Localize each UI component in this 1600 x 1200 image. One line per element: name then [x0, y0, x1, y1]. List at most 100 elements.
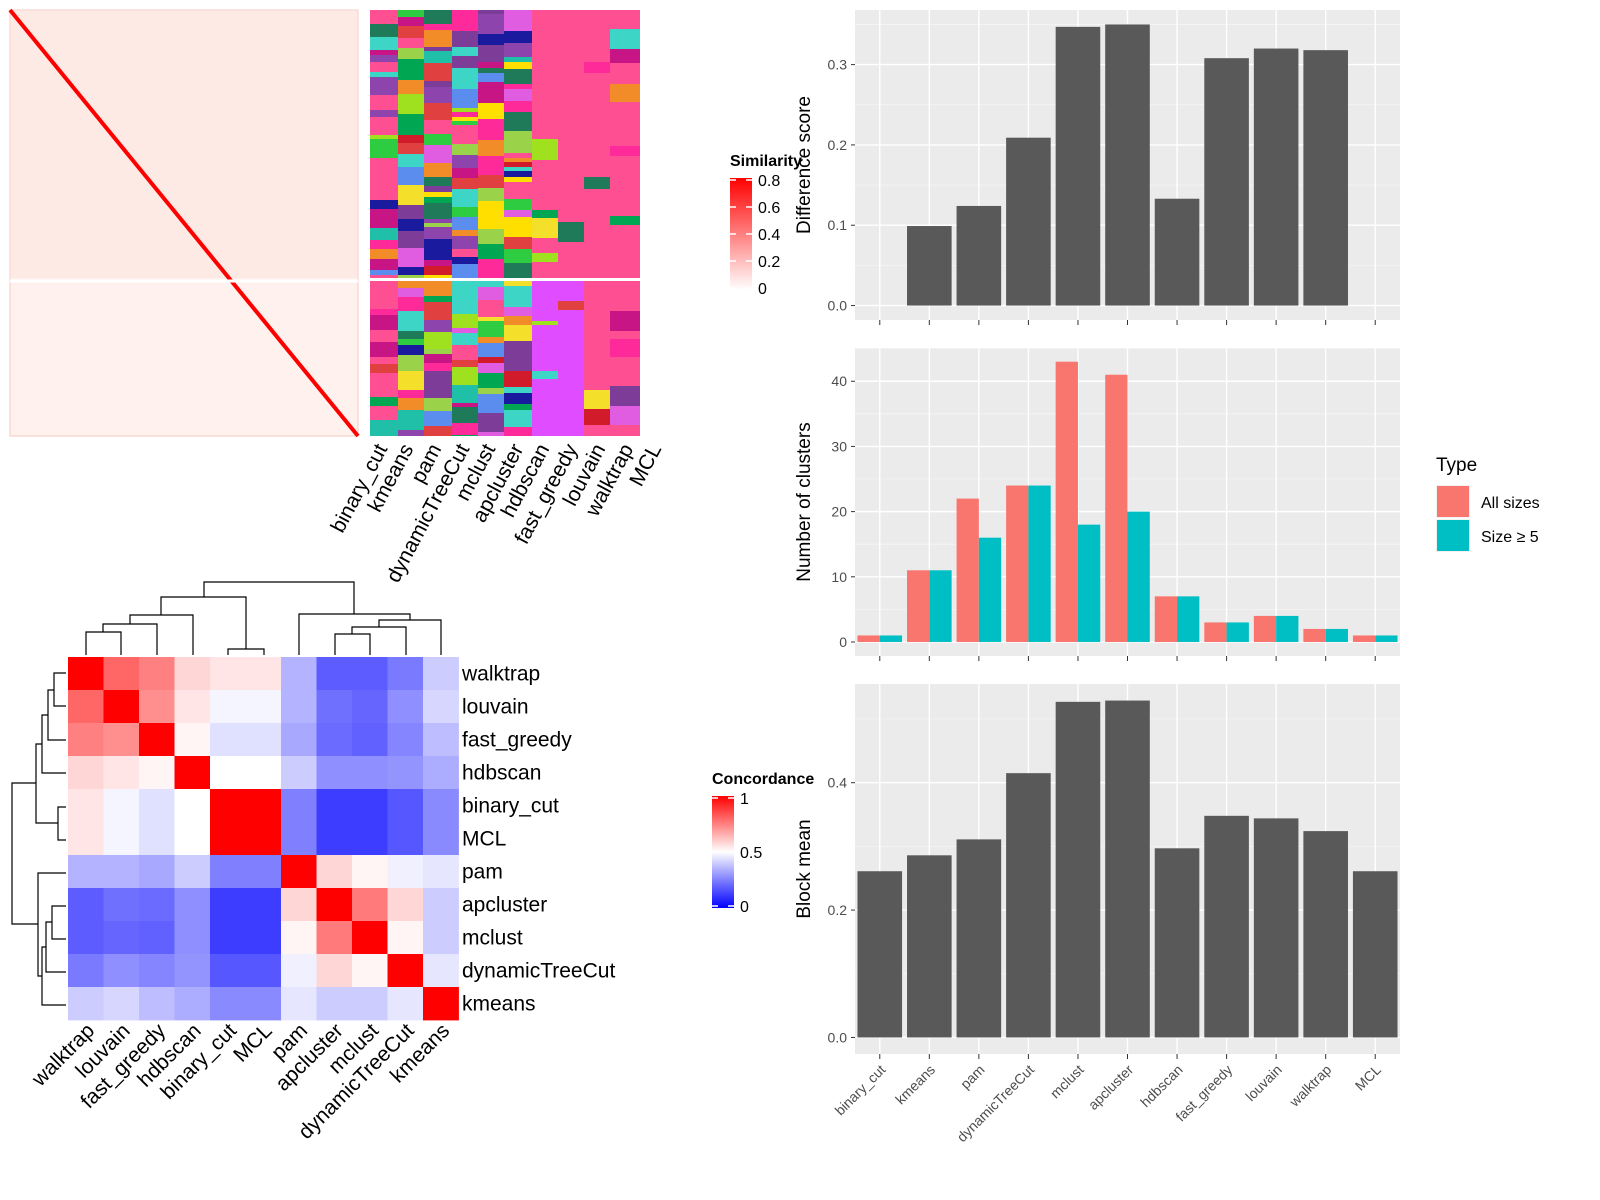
- similarity-legend-ticks: 0 0.2 0.4 0.6 0.8: [730, 173, 780, 298]
- assignment-cell: [610, 225, 640, 234]
- y-tick-label: 0.4: [828, 775, 848, 791]
- concordance-cell: [316, 987, 353, 1021]
- y-tick-label: 20: [831, 504, 847, 520]
- dendrogram-branch: [57, 806, 66, 841]
- bar: [1226, 622, 1249, 642]
- assignment-cell: [452, 236, 478, 249]
- method-column-labels: binary_cutkmeanspamdynamicTreeCutmclusta…: [327, 440, 667, 587]
- assignment-cell: [504, 210, 532, 217]
- assignment-cell: [370, 292, 398, 309]
- assignment-cell: [424, 260, 452, 266]
- assignment-cell: [452, 328, 478, 333]
- assignment-cell: [532, 101, 558, 105]
- assignment-cell: [558, 32, 584, 49]
- concordance-cell: [352, 690, 388, 724]
- concordance-cell: [423, 690, 459, 724]
- assignment-cell: [398, 345, 424, 355]
- concordance-cell: [174, 855, 211, 889]
- assignment-cell: [478, 373, 504, 388]
- assignment-cell: [610, 406, 640, 425]
- assignment-cell: [558, 430, 584, 436]
- concordance-cell: [245, 789, 282, 823]
- assignment-cell: [478, 34, 504, 45]
- bar: [978, 537, 1002, 642]
- assignment-cell: [424, 223, 452, 227]
- concordance-cell: [245, 822, 282, 856]
- x-tick-label: apcluster: [1085, 1061, 1137, 1113]
- assignment-cell: [504, 31, 532, 43]
- assignment-cell: [504, 167, 532, 171]
- bar: [879, 635, 903, 642]
- assignment-cell: [504, 84, 532, 89]
- assignment-cell: [558, 328, 584, 338]
- bar: [1253, 615, 1277, 642]
- concordance-row-label: louvain: [462, 696, 529, 719]
- concordance-cell: [68, 921, 104, 955]
- assignment-cell: [532, 371, 558, 379]
- concordance-cell: [316, 657, 353, 691]
- similarity-legend-title: Similarity: [730, 153, 802, 170]
- concordance-cell: [174, 954, 211, 988]
- bar: [1303, 50, 1348, 306]
- assignment-cell: [584, 384, 610, 390]
- assignment-cell: [584, 357, 610, 371]
- y-tick-label: 0.2: [828, 902, 848, 918]
- assignment-cell: [398, 267, 424, 275]
- method-assignment-grid: [370, 10, 675, 436]
- assignment-cell: [424, 87, 452, 96]
- assignment-cell: [424, 177, 452, 186]
- bar: [1253, 48, 1299, 306]
- concordance-cell: [103, 921, 140, 955]
- assignment-cell: [424, 275, 452, 280]
- concordance-cell: [316, 855, 353, 889]
- assignment-cell: [584, 177, 610, 189]
- assignment-cell: [424, 332, 452, 349]
- concordance-cell: [245, 888, 282, 922]
- assignment-cell: [584, 171, 610, 177]
- assignment-cell: [398, 94, 424, 114]
- assignment-cell: [370, 270, 398, 275]
- assignment-cell: [584, 118, 610, 136]
- concordance-tick-label: 0.5: [740, 845, 762, 862]
- assignment-cell: [478, 119, 504, 140]
- assignment-cell: [610, 162, 640, 177]
- assignment-cell: [478, 287, 504, 300]
- assignment-cell: [584, 435, 610, 436]
- assignment-cell: [558, 310, 584, 328]
- concordance-cell: [316, 723, 353, 757]
- concordance-cell: [103, 723, 140, 757]
- concordance-cell: [139, 987, 175, 1021]
- assignment-cell: [424, 320, 452, 332]
- concordance-row-label: pam: [462, 861, 503, 884]
- assignment-cell: [532, 10, 558, 28]
- bar: [1154, 198, 1200, 306]
- x-tick-label: MCL: [1352, 1061, 1384, 1093]
- assignment-cell: [610, 146, 640, 156]
- assignment-cell: [398, 297, 424, 311]
- concordance-row-label: binary_cut: [462, 795, 559, 818]
- assignment-cell: [584, 280, 610, 295]
- concordance-cell: [387, 690, 424, 724]
- assignment-cell: [424, 398, 452, 411]
- assignment-cell: [478, 388, 504, 394]
- assignment-cell: [452, 56, 478, 68]
- bar: [1375, 635, 1398, 642]
- assignment-cell: [398, 219, 424, 231]
- concordance-row-label: walktrap: [461, 663, 540, 686]
- assignment-cell: [558, 242, 584, 262]
- assignment-cell: [478, 280, 504, 287]
- concordance-cell: [423, 921, 459, 955]
- assignment-cell: [370, 309, 398, 315]
- concordance-cell: [174, 987, 211, 1021]
- concordance-cell: [103, 756, 140, 790]
- assignment-cell: [610, 121, 640, 128]
- assignment-cell: [610, 193, 640, 211]
- bar: [1105, 374, 1128, 642]
- bar: [1055, 26, 1101, 306]
- assignment-cell: [558, 74, 584, 84]
- assignment-cell: [452, 189, 478, 207]
- concordance-cell: [139, 921, 175, 955]
- concordance-cell: [316, 756, 353, 790]
- concordance-legend-ticks: 00.51: [712, 791, 762, 916]
